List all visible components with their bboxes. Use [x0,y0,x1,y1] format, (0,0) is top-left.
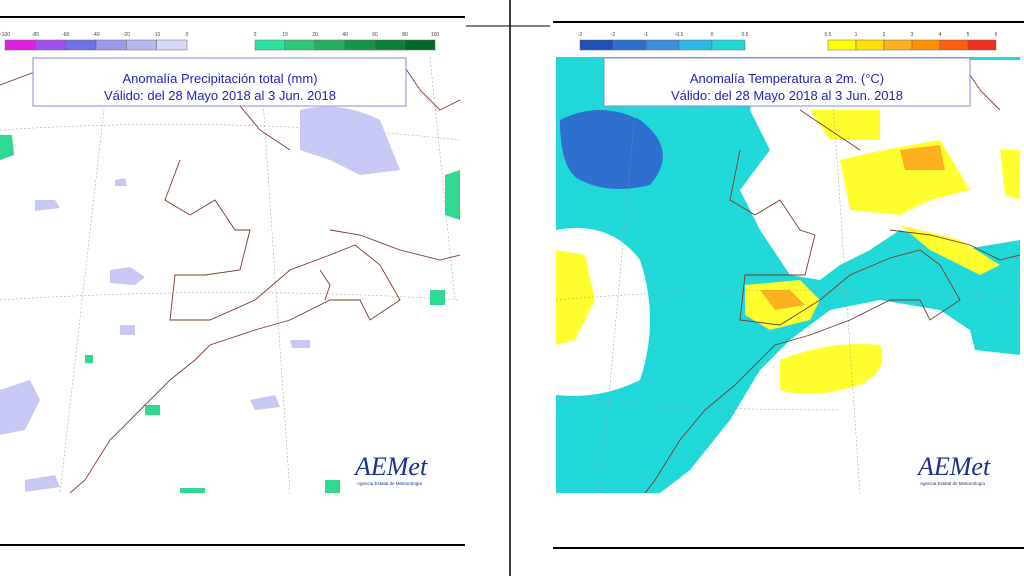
legend-swatch [645,39,680,51]
legends: -100 -80 -60 -40 -20 -10 0 0 10 20 40 60 80 100 -3 -2 -1… [0,32,998,51]
legend-swatch [284,39,316,51]
legend-label: 80 [402,32,408,38]
legend-label: 4 [939,32,942,38]
logo: AEMet [916,452,991,481]
legend-label: 0.5 [825,32,832,38]
legend-label: -2 [611,32,616,38]
legend-swatch [126,39,157,51]
legend-label: 3 [911,32,914,38]
legend-swatch [35,39,66,51]
legend-swatch [314,39,346,51]
legend-label: -40 [92,32,99,38]
agency: Agencia Estatal de Meteorología [920,481,986,486]
legend-swatch [65,39,97,51]
legend-label: 40 [342,32,348,38]
legend-label: -100 [0,32,10,38]
legend-label: 0 [186,32,189,38]
legend-swatch [827,39,857,51]
legend-swatch [4,39,36,51]
title-box [32,57,407,107]
map-title: Anomalía Temperatura a 2m. (°C) [690,71,884,86]
legend-label: 0 [711,32,714,38]
legend-label: 10 [282,32,288,38]
legend-label: 100 [431,32,440,38]
legend-swatch [374,39,406,51]
legend-label: 0 [254,32,257,38]
legend-swatch [678,39,713,51]
legend-swatch [967,39,997,51]
map-subtitle: Válido: del 28 Mayo 2018 al 3 Jun. 2018 [671,88,903,103]
legend-label: 1 [855,32,858,38]
precip-map [0,57,460,493]
legend-swatch [911,39,941,51]
legend-swatch [344,39,376,51]
legend-swatch [939,39,969,51]
map-title: Anomalía Precipitación total (mm) [122,71,317,86]
legend-swatch [711,39,746,51]
legend-swatch [156,39,188,51]
title-box [603,57,971,107]
legend-label: -3 [578,32,583,38]
agency: Agencia Estatal de Meteorología [357,481,423,486]
legend-label: -1 [644,32,649,38]
legend-label: 5 [967,32,970,38]
legend-swatch [579,39,614,51]
logo: AEMet [353,452,428,481]
legend-label: -60 [62,32,69,38]
legend-label: 20 [312,32,318,38]
legend-label: -10 [153,32,160,38]
legend-swatch [254,39,286,51]
legend-label: 2 [883,32,886,38]
legend-label: -0.5 [675,32,684,38]
legend-swatch [855,39,885,51]
legend-swatch [883,39,913,51]
legend-swatch [95,39,127,51]
legend-label: -80 [32,32,39,38]
legend-label: 0.5 [742,32,749,38]
map-subtitle: Válido: del 28 Mayo 2018 al 3 Jun. 2018 [104,88,336,103]
legend-label: 60 [372,32,378,38]
legend-label: -20 [123,32,130,38]
legend-swatch [612,39,647,51]
legend-label: 6 [995,32,998,38]
legend-swatch [404,39,436,51]
temperature-map [556,57,1020,493]
